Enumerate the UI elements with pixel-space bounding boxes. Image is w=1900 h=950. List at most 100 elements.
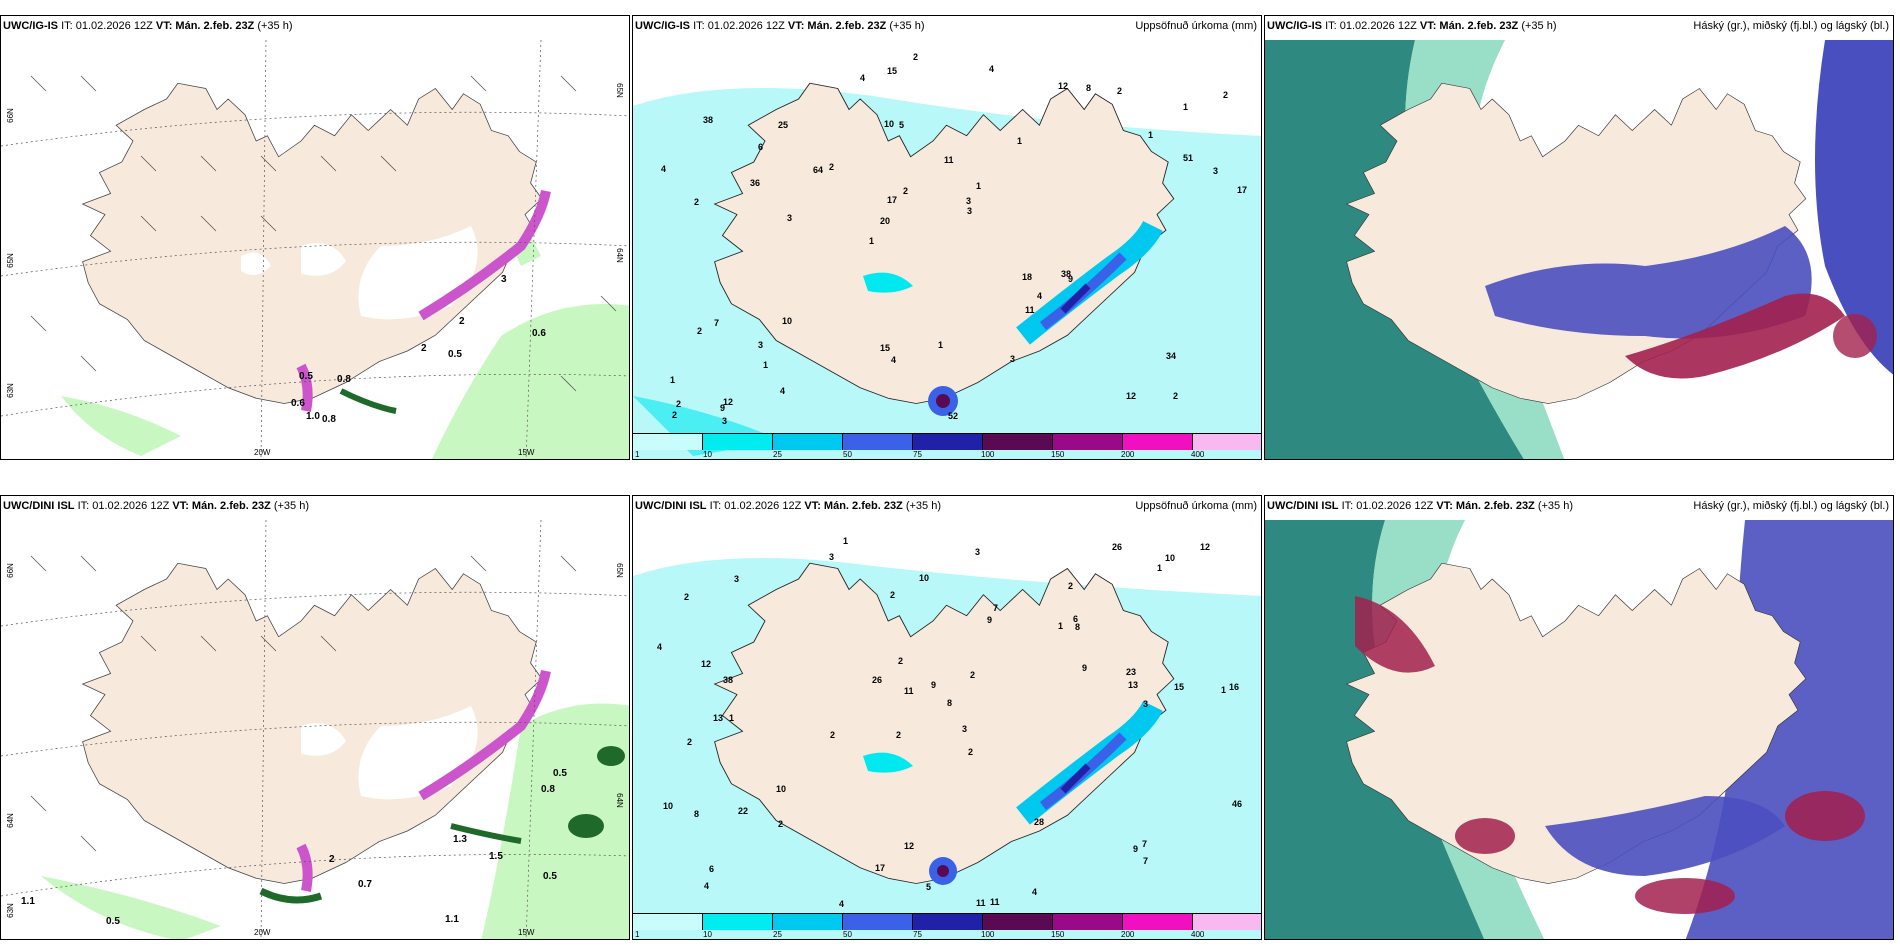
precip-value: 13 — [1128, 680, 1139, 690]
precip-value: 1 — [1058, 621, 1064, 631]
value-label: 0.5 — [106, 916, 120, 927]
legend-tick: 25 — [773, 930, 782, 939]
precip-value: 38 — [1061, 269, 1072, 279]
precip-value: 1 — [1157, 563, 1163, 573]
value-label: 1.0 — [306, 411, 320, 422]
lead-time: (+35 h) — [257, 20, 293, 32]
precip-value: 2 — [968, 747, 974, 757]
precip-value: 38 — [703, 115, 714, 125]
precip-value: 1 — [1017, 136, 1023, 146]
lead-time: (+35 h) — [889, 20, 925, 32]
precip-value: 12 — [723, 397, 734, 407]
precip-value: 3 — [1010, 354, 1016, 364]
legend-cell — [843, 914, 913, 930]
precip-value: 9 — [1068, 274, 1074, 284]
precip-value: 4 — [860, 73, 866, 83]
init-time: IT: 01.02.2026 12Z — [1325, 20, 1417, 32]
precip-value: 64 — [813, 165, 824, 175]
init-time: IT: 01.02.2026 12Z — [61, 20, 153, 32]
lead-time: (+35 h) — [273, 500, 310, 512]
precip-value: 25 — [778, 120, 789, 130]
precip-value: 16 — [1229, 682, 1240, 692]
precip-value: 15 — [880, 343, 891, 353]
precip-map — [633, 520, 1261, 939]
precip-value: 2 — [676, 399, 682, 409]
legend-cell — [1193, 914, 1261, 930]
legend-tick: 100 — [981, 930, 995, 939]
legend-tick: 10 — [703, 930, 712, 939]
precip-value: 11 — [904, 686, 914, 696]
header-left: UWC/IG-IS IT: 01.02.2026 12Z VT: Mán. 2.… — [3, 20, 293, 32]
value-label: 0.5 — [543, 871, 557, 882]
valid-time-label: VT: — [1419, 20, 1437, 32]
precip-value: 4 — [661, 164, 667, 174]
lat-label: 64N — [615, 793, 625, 808]
precip-value: 2 — [1117, 86, 1123, 96]
value-label: 0.8 — [541, 784, 555, 795]
precip-value: 5 — [899, 120, 905, 130]
lead-time: (+35 h) — [1521, 20, 1557, 32]
model-name: UWC/IG-IS — [3, 20, 58, 32]
precip-value: 9 — [987, 615, 993, 625]
legend-tick: 75 — [913, 450, 922, 459]
header-left: UWC/DINI ISL IT: 01.02.2026 12Z VT: Mán.… — [1267, 500, 1573, 512]
legend-tick: 400 — [1191, 450, 1205, 459]
legend-tick: 400 — [1191, 930, 1205, 939]
precip-value: 8 — [947, 698, 953, 708]
precip-value: 4 — [1032, 887, 1038, 897]
panel-title: Uppsöfnuð úrkoma (mm) — [1135, 20, 1257, 32]
precip-value: 15 — [887, 66, 898, 76]
legend-cell — [843, 434, 913, 450]
precip-value: 7 — [1143, 856, 1149, 866]
legend-cell — [773, 914, 843, 930]
header-left: UWC/IG-IS IT: 01.02.2026 12Z VT: Mán. 2.… — [1267, 20, 1557, 32]
legend-cell — [1053, 914, 1123, 930]
precip-value: 17 — [887, 195, 898, 205]
panel-bottom-precip: UWC/DINI ISL IT: 01.02.2026 12Z VT: Mán.… — [632, 495, 1262, 940]
precip-map — [633, 40, 1261, 459]
value-label: 0.8 — [322, 414, 336, 425]
lead-time: (+35 h) — [1537, 500, 1574, 512]
precip-value: 6 — [709, 864, 715, 874]
legend-tick: 150 — [1051, 930, 1065, 939]
lon-label: 15W — [518, 928, 535, 937]
precip-value: 3 — [1213, 166, 1219, 176]
panel-header: UWC/IG-IS IT: 01.02.2026 12Z VT: Mán. 2.… — [633, 16, 1261, 40]
valid-time: Mán. 2.feb. 23Z — [175, 20, 255, 32]
precip-value: 2 — [913, 52, 919, 62]
precip-value: 11 — [976, 898, 986, 908]
model-name: UWC/DINI ISL — [3, 500, 75, 512]
precip-value: 4 — [657, 642, 663, 652]
panel-top-cloud: UWC/IG-IS IT: 01.02.2026 12Z VT: Mán. 2.… — [1264, 15, 1894, 460]
model-name: UWC/IG-IS — [635, 20, 690, 32]
precip-value: 2 — [829, 162, 835, 172]
legend-tick: 150 — [1051, 450, 1065, 459]
precip-value: 2 — [890, 590, 896, 600]
panel-title: Háský (gr.), miðský (fj.bl.) og lágský (… — [1693, 500, 1889, 512]
init-time: IT: 01.02.2026 12Z — [1341, 500, 1434, 512]
lon-label: 20W — [254, 448, 271, 457]
value-label: 1.3 — [453, 834, 467, 845]
precip-value: 4 — [839, 899, 845, 909]
legend-cell — [633, 914, 703, 930]
value-label: 1.1 — [445, 914, 459, 925]
value-label: 2 — [329, 854, 335, 865]
precip-value: 4 — [780, 386, 786, 396]
precip-value: 2 — [687, 737, 693, 747]
value-label: 0.6 — [291, 398, 305, 409]
precip-value: 11 — [990, 897, 1000, 907]
precip-value: 9 — [1133, 844, 1139, 854]
precip-value: 10 — [782, 316, 793, 326]
value-label: 0.8 — [337, 374, 351, 385]
legend-tick: 75 — [913, 930, 922, 939]
lat-label: 64N — [615, 248, 625, 263]
precip-value: 3 — [734, 574, 740, 584]
lat-label: 65N — [615, 83, 625, 98]
precip-value: 12 — [701, 659, 712, 669]
valid-time: Mán. 2.feb. 23Z — [1439, 20, 1519, 32]
legend-tick: 1 — [635, 930, 640, 939]
precip-value: 4 — [989, 64, 995, 74]
precip-value: 2 — [1223, 90, 1229, 100]
legend-cell — [1193, 434, 1261, 450]
precip-value: 2 — [898, 656, 904, 666]
